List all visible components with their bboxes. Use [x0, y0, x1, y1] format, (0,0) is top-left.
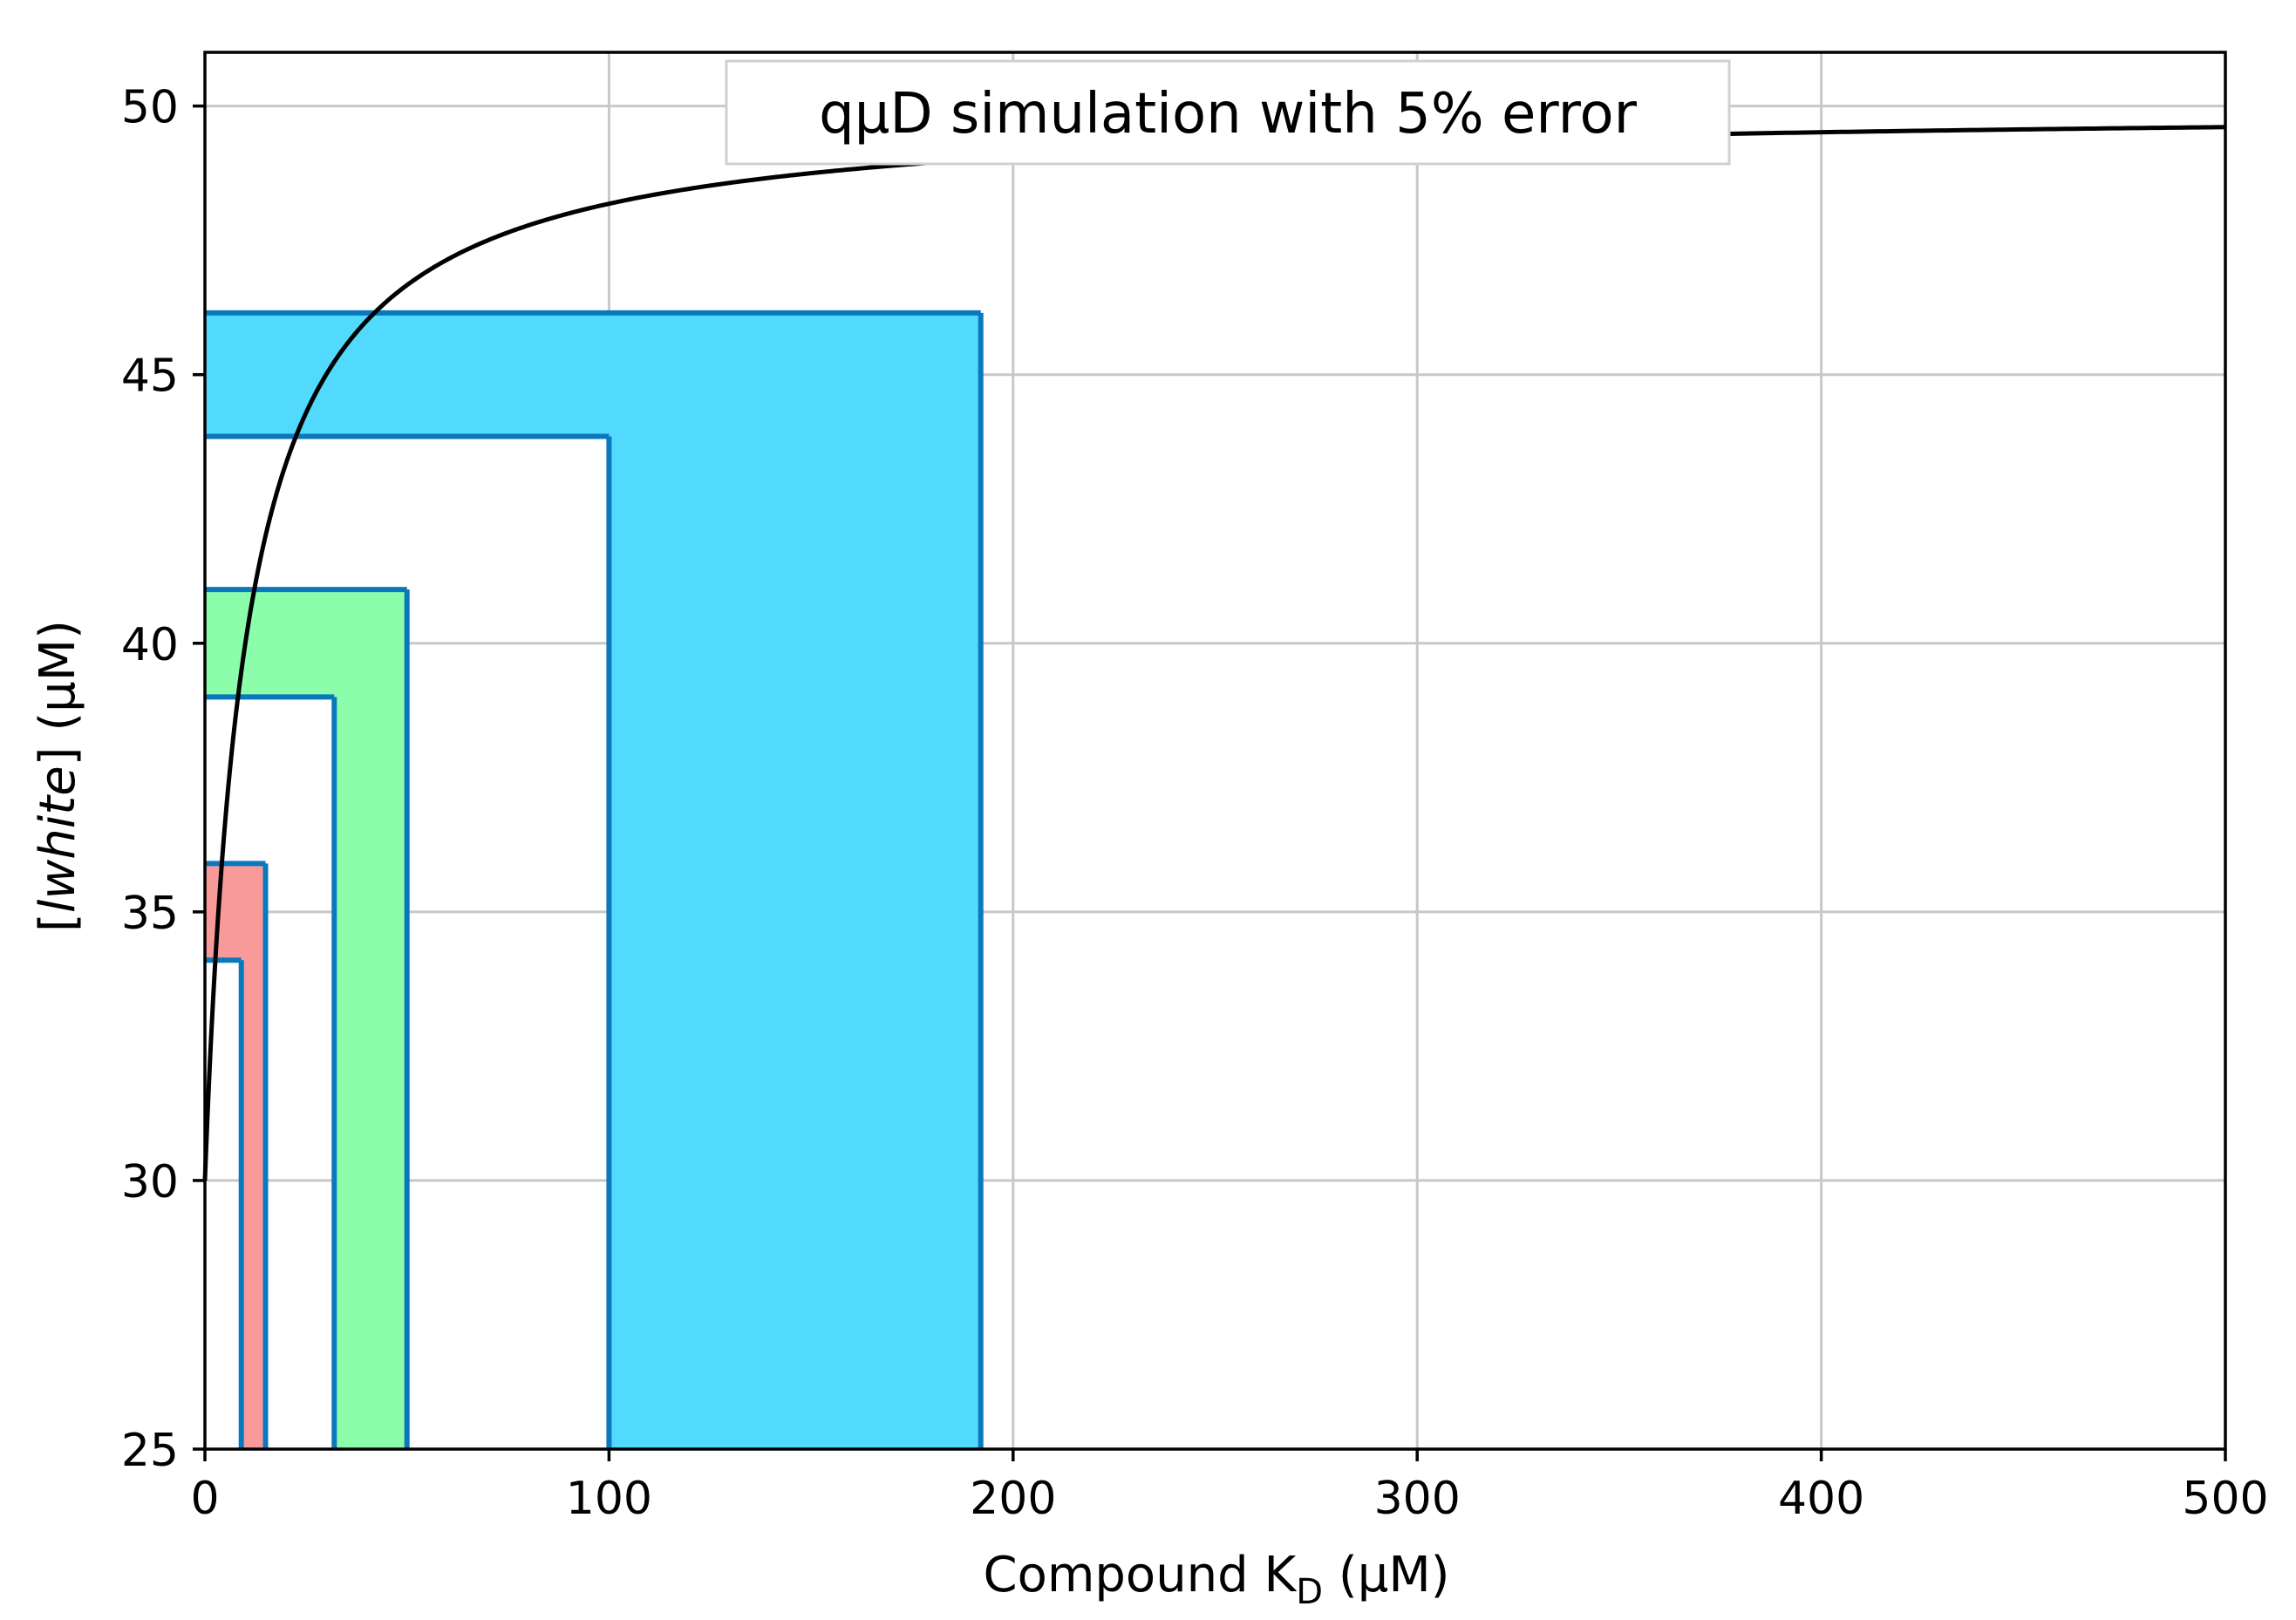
x-tick-label: 500: [2182, 1473, 2268, 1525]
x-tick-label: 100: [566, 1473, 652, 1525]
plot-frame: [203, 51, 2227, 1451]
y-tick-label: 45: [121, 351, 179, 403]
error-band-vertical: [609, 312, 981, 1450]
tick-labels: 0 100 200 300 400 500 25 30 35 40 45 50: [121, 82, 2269, 1525]
y-tick-label: 40: [121, 619, 179, 671]
legend-title: qμD simulation with 5% error: [819, 82, 1638, 146]
curve-line: [202, 125, 2226, 1181]
error-bands: [205, 310, 984, 1450]
y-tick-label: 30: [121, 1156, 179, 1208]
y-tick-label: 25: [121, 1425, 179, 1477]
legend: qμD simulation with 5% error: [725, 59, 1731, 166]
axes: [203, 51, 2227, 1451]
error-band-vertical: [334, 589, 407, 1449]
curve: [202, 125, 2226, 1181]
x-tick-label: 300: [1374, 1473, 1461, 1525]
legend-box: [725, 59, 1731, 166]
y-tick-label: 35: [121, 888, 179, 940]
grid-lines: [203, 52, 2227, 1451]
x-tick-label: 0: [190, 1473, 219, 1525]
x-tick-label: 200: [970, 1473, 1056, 1525]
x-axis-label: Compound KD (μM): [983, 1547, 1449, 1612]
error-band-vertical: [241, 863, 266, 1449]
y-axis-label: [lwhite] (μM): [30, 620, 86, 932]
y-tick-label: 50: [121, 82, 179, 134]
x-tick-label: 400: [1778, 1473, 1864, 1525]
